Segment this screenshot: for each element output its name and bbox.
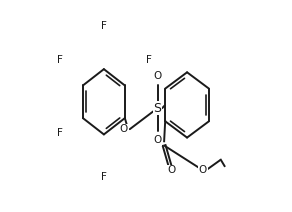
Text: O: O	[154, 71, 162, 81]
Text: F: F	[146, 55, 152, 65]
Text: F: F	[101, 172, 107, 182]
Text: F: F	[101, 21, 107, 31]
Text: S: S	[154, 102, 161, 115]
Text: O: O	[120, 124, 128, 134]
Text: F: F	[57, 128, 63, 138]
Text: F: F	[57, 55, 63, 65]
Text: O: O	[154, 135, 162, 145]
Text: O: O	[167, 165, 175, 175]
Text: O: O	[199, 165, 207, 175]
